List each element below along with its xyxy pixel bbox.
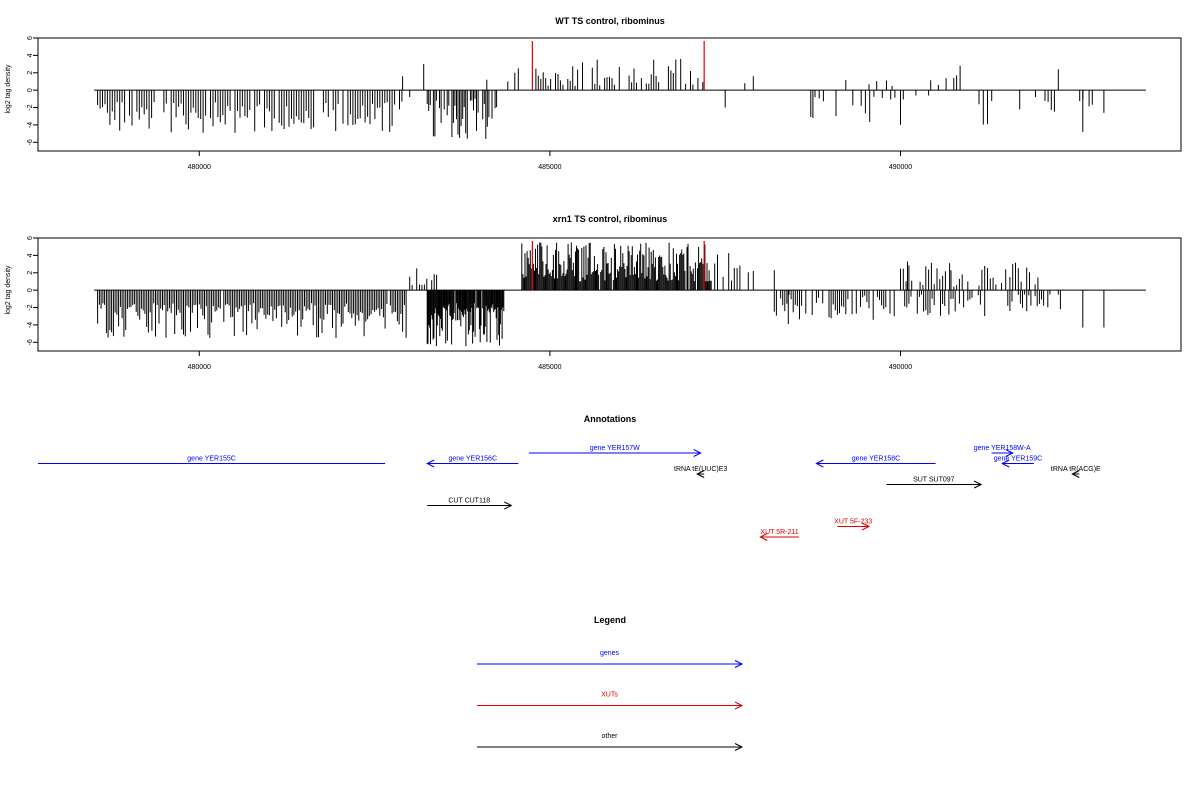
y-tick-label: -2	[27, 104, 34, 110]
y-tick-label: 4	[27, 53, 34, 57]
annotation-label: gene YER157W	[590, 445, 640, 452]
legend-arrow-head	[734, 701, 744, 710]
annotation-label: XUT 5R-211	[760, 529, 798, 536]
x-tick-label: 485000	[538, 164, 561, 171]
x-tick-label: 490000	[889, 164, 912, 171]
arrow-head-left	[1071, 470, 1080, 478]
legend-label: genes	[600, 650, 620, 657]
panel-title-wt: WT TS control, ribominus	[555, 16, 665, 26]
y-tick-label: -4	[27, 322, 34, 328]
annotations-panel: Annotations gene YER155C gene YER156Cgene…	[38, 414, 1101, 541]
annotation-feature: gene YER158W-A	[974, 445, 1031, 457]
arrow-head-left	[759, 533, 768, 541]
legend-entry: XUTs	[477, 692, 744, 710]
annotation-label: gene YER159C	[994, 456, 1043, 463]
bar-group-xrn1	[94, 242, 1146, 347]
annotation-feature: XUT 5R-211	[759, 529, 799, 541]
y-tick-label: -6	[27, 339, 34, 345]
annotation-label: tRNA tR(ACG)E	[1051, 466, 1101, 473]
x-tick-label: 480000	[188, 364, 211, 371]
marker-group-xrn1	[531, 241, 705, 291]
y-tick-label: -2	[27, 304, 34, 310]
arrow-head-right	[693, 449, 702, 457]
annotation-label: gene YER156C	[448, 456, 497, 463]
annotation-feature: gene YER157W	[528, 445, 702, 457]
arrow-head-right	[861, 522, 871, 531]
y-tick-label: 6	[27, 236, 34, 240]
arrow-head-right	[504, 501, 513, 510]
annotation-feature: gene YER159C	[994, 456, 1043, 468]
y-tick-label: -4	[27, 122, 34, 128]
arrow-head-right	[973, 480, 983, 489]
annotation-label: XUT 5F-233	[834, 519, 872, 526]
arrow-head-left	[1001, 459, 1010, 468]
legend-panel: Legend genes XUTs other	[477, 615, 744, 751]
x-tick-label: 490000	[889, 364, 912, 371]
arrow-head-left	[426, 459, 435, 468]
y-tick-label: 6	[27, 36, 34, 40]
annotations-title: Annotations	[584, 414, 637, 424]
legend-arrow-head	[734, 660, 744, 668]
arrow-head-right	[1005, 449, 1014, 457]
y-axis-label-xrn1: log2 tag density	[5, 265, 12, 315]
plot-frame-wt	[37, 37, 1182, 152]
y-tick-label: 2	[27, 271, 34, 275]
panel-wt: WT TS control, ribominus log2 tag densit…	[5, 16, 1182, 171]
annotation-feature: XUT 5F-233	[834, 519, 872, 531]
annotation-label: gene YER158C	[852, 456, 901, 463]
legend-label: XUTs	[601, 692, 618, 699]
annotation-label: CUT CUT118	[448, 498, 490, 505]
annotation-feature: gene YER155C	[38, 456, 386, 464]
arrow-head-left	[696, 470, 705, 478]
x-tick-label: 480000	[188, 164, 211, 171]
x-axis-xrn1: 480000 485000 490000	[188, 351, 912, 371]
panel-title-xrn1: xrn1 TS control, ribominus	[553, 214, 668, 224]
bar-group-wt	[94, 58, 1146, 139]
y-axis-xrn1: -6 -4 -2 0 2 4 6	[27, 236, 38, 345]
annotation-feature: SUT SUT097	[886, 477, 983, 489]
annotation-feature: CUT CUT118	[427, 498, 513, 510]
x-axis-wt: 480000 485000 490000	[188, 151, 912, 171]
annotation-tracks: gene YER155C gene YER156C gene YER157W gene…	[38, 445, 1101, 541]
annotation-label: tRNA tE(UUC)E3	[674, 466, 727, 473]
marker-group-wt	[531, 41, 705, 91]
legend-arrow-head	[734, 743, 744, 751]
y-tick-label: -6	[27, 139, 34, 145]
x-tick-label: 485000	[538, 364, 561, 371]
y-tick-label: 4	[27, 253, 34, 257]
annotation-feature: gene YER156C	[426, 456, 519, 468]
legend-items: genes XUTs other	[477, 650, 744, 751]
annotation-label: gene YER158W-A	[974, 445, 1031, 452]
y-axis-wt: -6 -4 -2 0 2 4 6	[27, 36, 38, 145]
annotation-label: SUT SUT097	[913, 477, 955, 484]
y-tick-label: 0	[27, 288, 34, 292]
annotation-label: gene YER155C	[187, 456, 236, 463]
plot-frame-xrn1	[37, 237, 1182, 352]
panel-xrn1: xrn1 TS control, ribominus log2 tag dens…	[5, 214, 1182, 371]
annotation-feature: tRNA tE(UUC)E3	[674, 466, 727, 478]
y-tick-label: 2	[27, 71, 34, 75]
y-axis-label-wt: log2 tag density	[5, 64, 12, 114]
legend-entry: other	[477, 733, 744, 751]
legend-entry: genes	[477, 650, 744, 668]
legend-label: other	[602, 733, 619, 740]
arrow-head-left	[815, 459, 824, 468]
annotation-feature: gene YER158C	[815, 456, 936, 468]
y-tick-label: 0	[27, 88, 34, 92]
legend-title: Legend	[594, 615, 626, 625]
annotation-feature: tRNA tR(ACG)E	[1051, 466, 1101, 478]
